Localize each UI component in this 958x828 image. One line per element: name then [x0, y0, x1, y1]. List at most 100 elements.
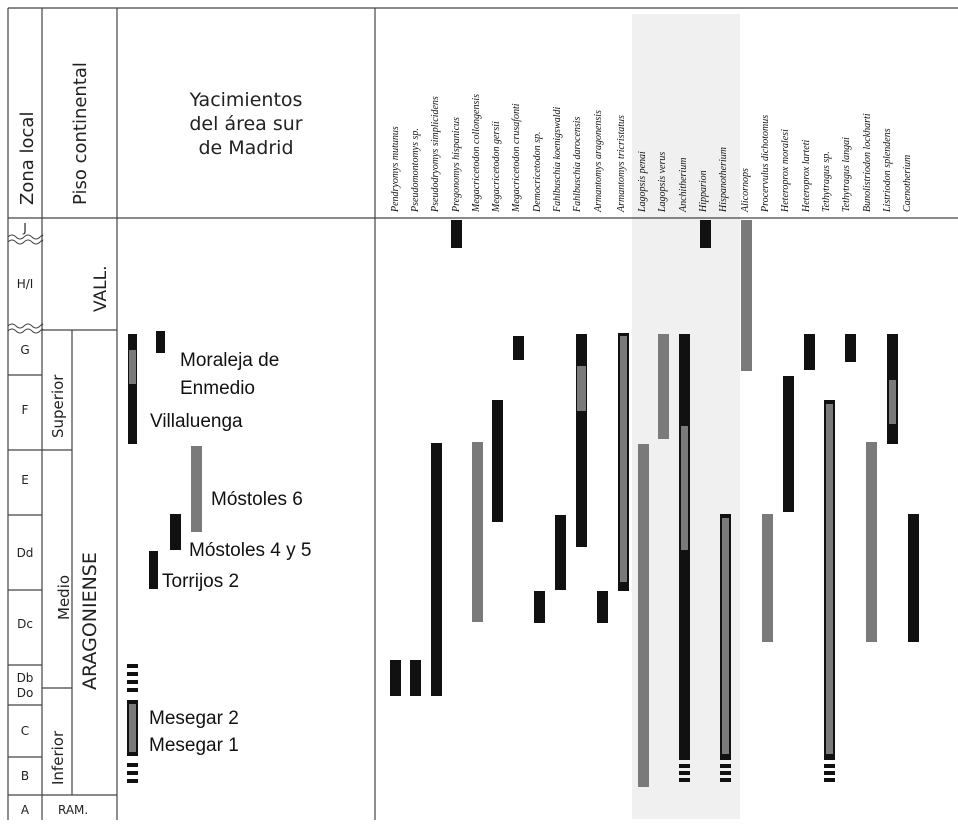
zone-label-do: Do [17, 686, 34, 700]
range-anchitherium-dash-1 [679, 764, 690, 768]
zone-label-e: E [21, 473, 29, 487]
taxon-label-3: Pregonomys hispanicus [451, 117, 462, 213]
range-hispanotherium-dash-2 [720, 771, 731, 775]
site-bar-mesegar-dash-6 [127, 771, 138, 775]
site-label-moraleja-1: Moraleja de [180, 350, 279, 371]
taxon-label-10: Armantomys aragonensis [593, 110, 604, 213]
taxon-label-5: Megacricetodon gersii [491, 121, 502, 213]
range-procervulus [762, 514, 773, 642]
range-hispanotherium-dash-3 [720, 778, 731, 782]
taxon-label-18: Procervulus dichotomus [760, 115, 771, 213]
unconformity-marks [7, 234, 44, 334]
taxon-label-9: Fahlbuschia darocensis [572, 116, 583, 213]
taxon-label-16: Hispanotherium [718, 147, 729, 213]
range-hispanotherium-gray [722, 518, 729, 754]
range-pseudomontomys [410, 660, 421, 696]
range-lagopsis-verus [658, 334, 669, 439]
site-bar-mesegar-dash-2 [127, 672, 138, 676]
site-bar-mesegar-dash-7 [127, 779, 138, 783]
range-anchitherium-dash-3 [679, 778, 690, 782]
stage-medio: Medio [55, 575, 73, 620]
header-yacimientos-3: de Madrid [198, 137, 293, 159]
site-label-mesegar-1: Mesegar 1 [149, 735, 239, 756]
taxon-label-12: Lagopsis penai [637, 151, 648, 213]
stage-ram: RAM. [58, 803, 88, 817]
site-bar-mesegar-dash-4 [127, 688, 138, 692]
header-yacimientos-2: del área sur [189, 113, 302, 135]
zone-label-db: Db [17, 671, 34, 685]
taxon-label-6: Megacricetodon crusafonti [511, 103, 522, 213]
taxon-label-0: Pendryomys mutunus [390, 126, 401, 213]
range-megacricetodon-crusafonti [513, 336, 524, 360]
taxon-label-17: Alicornops [740, 168, 751, 213]
range-tethytragus-sp-gray [826, 404, 833, 754]
range-listriodon-gray [889, 380, 896, 424]
range-hipparion [700, 220, 711, 248]
site-label-mesegar-2: Mesegar 2 [149, 708, 239, 729]
taxon-label-23: Bunolistriodon lockharti [862, 113, 873, 212]
zone-label-c: C [21, 724, 29, 738]
header-yacimientos-1: Yacimientos [189, 89, 303, 111]
range-pseudodryomys [431, 443, 442, 696]
taxon-labels: Pendryomys mutunus Pseudomontomys sp. Ps… [390, 94, 913, 213]
range-caenotherium [908, 514, 919, 642]
taxon-label-15: Hipparion [698, 170, 709, 213]
taxon-label-4: Megacricetodon collongensis [471, 94, 482, 213]
range-hispanotherium-dash-1 [720, 764, 731, 768]
site-label-moraleja-2: Enmedio [180, 378, 255, 399]
range-tethytragus-sp-dash-1 [824, 764, 835, 768]
range-fahlbuschia-darocensis-black [576, 334, 587, 547]
zone-label-a: A [21, 803, 30, 817]
stage-vall: VALL. [91, 265, 111, 312]
site-label-torrijos-2: Torrijos 2 [162, 571, 239, 592]
range-pregonomys [451, 220, 462, 248]
stage-aragoniense: ARAGONIENSE [79, 552, 101, 690]
zone-label-g: G [20, 343, 29, 357]
zone-label-dd: Dd [17, 546, 34, 560]
taxon-label-14: Anchitherium [678, 158, 689, 213]
range-tethytragus-langai [845, 334, 856, 362]
taxon-label-8: Fahlbuschia koenigswaldi [552, 107, 563, 213]
header-piso-continental: Piso continental [70, 62, 91, 205]
taxon-label-11: Armantomys tricristatus [616, 115, 627, 213]
range-anchitherium-dash-2 [679, 771, 690, 775]
range-democricetodon [534, 591, 545, 623]
range-alicornops [741, 220, 752, 371]
site-bar-mesegar-dash-3 [127, 680, 138, 684]
site-bar-mesegar-dash-5 [127, 763, 138, 767]
site-bar-mesegar-dash-1 [127, 664, 138, 668]
range-tethytragus-sp-dash-2 [824, 771, 835, 775]
taxon-label-7: Democricetodon sp. [532, 131, 543, 213]
range-bunolistriodon [866, 442, 877, 642]
range-fahlbuschia-darocensis-gray [577, 366, 586, 411]
zone-label-f: F [22, 403, 29, 417]
site-bar-villaluenga-black [128, 334, 137, 444]
site-bar-moraleja [156, 331, 165, 353]
range-lagopsis-penai [638, 444, 649, 787]
header-zona-local: Zona local [17, 112, 38, 205]
range-armantomys-tricristatus-gray [620, 336, 627, 582]
site-bar-mostoles-6 [191, 446, 202, 532]
site-bar-mesegar-gray [129, 704, 136, 752]
zone-label-hi: H/I [17, 277, 34, 291]
zone-label-b: B [21, 769, 29, 783]
range-pendryomys [390, 660, 401, 696]
range-megacricetodon-collongensis [472, 442, 483, 622]
taxon-label-24: Listriodon splendens [882, 128, 893, 213]
table-grid [7, 7, 958, 820]
site-bar-torrijos-2 [149, 551, 158, 589]
site-label-villaluenga: Villaluenga [150, 411, 243, 432]
taxon-label-25: Caenotherium [902, 155, 913, 212]
site-bars [127, 331, 202, 783]
zone-label-j: J [22, 221, 27, 235]
taxon-range-bars [390, 220, 919, 787]
taxon-label-21: Tethytragus sp. [821, 151, 832, 212]
zone-label-dc: Dc [17, 617, 33, 631]
range-heteroprox-moralesi [783, 376, 794, 512]
taxon-label-13: Lagopsis verus [657, 152, 668, 213]
taxon-label-22: Tethytragus langai [841, 137, 852, 212]
taxon-label-19: Heteroprox moralesi [780, 129, 791, 213]
range-heteroprox-larteti [804, 334, 815, 370]
range-tethytragus-sp-dash-3 [824, 778, 835, 782]
